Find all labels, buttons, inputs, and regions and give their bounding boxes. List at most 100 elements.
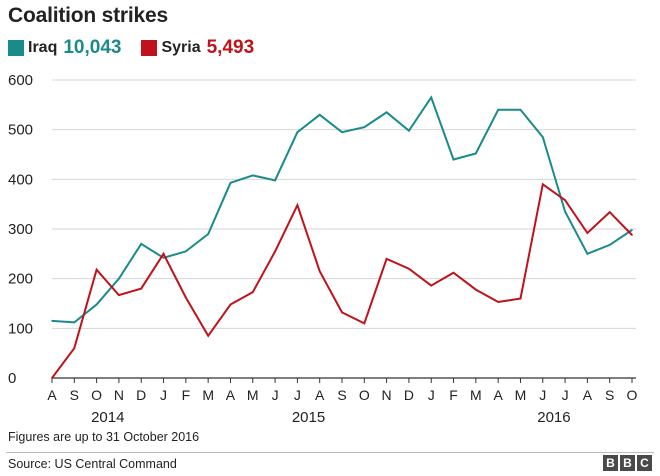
data-point-iraq: [207, 233, 209, 235]
data-point-syria: [519, 297, 522, 300]
data-point-syria: [564, 199, 566, 201]
data-point-iraq: [229, 182, 232, 184]
x-tick-label: N: [114, 387, 124, 403]
legend-label-syria: Syria: [161, 39, 201, 56]
data-point-syria: [541, 183, 544, 186]
chart-title: Coalition strikes: [8, 4, 168, 27]
data-point-syria: [408, 267, 410, 270]
legend-total-syria: 5,493: [206, 37, 255, 58]
data-point-iraq: [140, 243, 143, 245]
legend-item-iraq: Iraq 10,043: [8, 37, 121, 59]
legend-item-syria: Syria 5,493: [141, 37, 254, 59]
data-point-iraq: [430, 96, 433, 99]
data-point-iraq: [118, 277, 120, 280]
x-tick-label: J: [539, 387, 546, 403]
data-point-syria: [452, 271, 455, 274]
x-tick-label: J: [428, 387, 435, 403]
data-point-syria: [318, 270, 321, 273]
data-point-iraq: [51, 320, 53, 322]
chart-note: Figures are up to 31 October 2016: [8, 430, 200, 444]
data-point-syria: [95, 268, 98, 271]
x-tick-label: S: [605, 387, 614, 403]
data-point-syria: [475, 288, 477, 291]
data-point-syria: [385, 258, 388, 260]
footer: Source: US Central Command B B C: [0, 450, 660, 476]
y-tick-label: 400: [8, 171, 33, 188]
series-line-syria: [51, 182, 633, 379]
x-tick-label: D: [404, 387, 414, 403]
x-tick-label: O: [359, 387, 370, 403]
data-point-iraq: [631, 229, 633, 231]
y-tick-label: 0: [8, 370, 16, 387]
data-point-syria: [430, 284, 433, 287]
data-point-iraq: [162, 257, 165, 259]
x-tick-label: J: [272, 387, 279, 403]
data-point-iraq: [385, 111, 388, 114]
x-tick-label: N: [382, 387, 392, 403]
x-tick-label: D: [136, 387, 146, 403]
data-point-syria: [608, 211, 611, 213]
data-point-iraq: [497, 109, 499, 111]
bbc-logo: B B C: [603, 455, 652, 471]
data-point-iraq: [296, 131, 299, 133]
x-tick-label: J: [160, 387, 167, 403]
data-point-iraq: [95, 303, 98, 306]
data-point-syria: [363, 322, 366, 325]
data-point-iraq: [519, 109, 522, 111]
x-tick-label: A: [315, 387, 325, 403]
bbc-logo-letter: B: [620, 455, 635, 471]
data-point-iraq: [541, 136, 544, 138]
iraq-swatch: [8, 40, 24, 56]
y-tick-label: 500: [8, 122, 33, 139]
source-text: Source: US Central Command: [8, 457, 177, 471]
data-point-syria: [341, 311, 343, 314]
x-tick-label: J: [294, 387, 301, 403]
data-point-syria: [631, 234, 633, 236]
x-tick-label: A: [47, 387, 57, 403]
bbc-logo-letter: B: [603, 455, 618, 471]
y-tick-label: 100: [8, 320, 33, 337]
data-point-syria: [586, 232, 589, 234]
data-point-syria: [229, 303, 232, 306]
legend-label-iraq: Iraq: [28, 39, 58, 56]
year-label: 2015: [292, 409, 325, 426]
x-tick-label: F: [182, 387, 191, 403]
y-tick-label: 300: [8, 221, 33, 238]
syria-swatch: [141, 40, 158, 56]
x-tick-label: A: [226, 387, 236, 403]
data-point-syria: [497, 301, 499, 303]
data-point-iraq: [564, 210, 566, 213]
bbc-logo-letter: C: [637, 455, 652, 471]
data-point-syria: [162, 253, 165, 255]
data-point-syria: [251, 291, 254, 293]
legend: Iraq 10,043 Syria 5,493: [8, 36, 274, 60]
data-point-syria: [73, 347, 76, 350]
data-point-iraq: [586, 253, 589, 255]
x-tick-label: M: [247, 387, 259, 403]
data-point-iraq: [274, 179, 276, 182]
x-tick-label: M: [202, 387, 214, 403]
x-tick-label: M: [515, 387, 527, 403]
x-tick-label: A: [583, 387, 593, 403]
data-point-syria: [207, 334, 209, 337]
data-point-iraq: [608, 244, 611, 246]
x-tick-label: S: [70, 387, 79, 403]
data-point-iraq: [408, 129, 410, 132]
data-point-syria: [51, 377, 53, 379]
x-tick-label: J: [562, 387, 569, 403]
data-point-syria: [274, 250, 276, 253]
x-tick-label: A: [493, 387, 503, 403]
data-point-iraq: [452, 158, 455, 161]
data-point-syria: [118, 294, 120, 296]
data-point-iraq: [185, 250, 187, 253]
year-label: 2014: [91, 409, 124, 426]
data-point-iraq: [73, 321, 76, 324]
x-tick-label: M: [470, 387, 482, 403]
data-point-iraq: [475, 152, 477, 155]
y-tick-label: 600: [8, 72, 33, 89]
y-tick-label: 200: [8, 271, 33, 288]
data-point-syria: [140, 287, 143, 290]
x-tick-label: F: [449, 387, 458, 403]
data-point-iraq: [363, 126, 366, 128]
